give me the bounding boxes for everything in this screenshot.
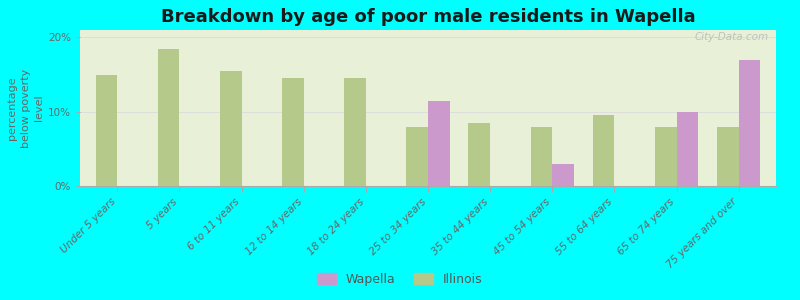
Bar [344, 78, 366, 186]
Bar [95, 75, 118, 186]
Bar [428, 100, 450, 186]
Bar [530, 127, 552, 186]
Bar [282, 78, 304, 186]
Bar [717, 127, 738, 186]
Bar [655, 127, 677, 186]
Bar [552, 164, 574, 186]
Bar [158, 49, 179, 186]
Legend: Wapella, Illinois: Wapella, Illinois [312, 268, 488, 291]
Bar [220, 71, 242, 186]
Bar [593, 116, 614, 186]
Bar [468, 123, 490, 186]
Bar [677, 112, 698, 186]
Text: City-Data.com: City-Data.com [695, 32, 769, 42]
Bar [738, 60, 761, 186]
Title: Breakdown by age of poor male residents in Wapella: Breakdown by age of poor male residents … [161, 8, 695, 26]
Y-axis label: percentage
below poverty
level: percentage below poverty level [7, 68, 44, 148]
Bar [406, 127, 428, 186]
